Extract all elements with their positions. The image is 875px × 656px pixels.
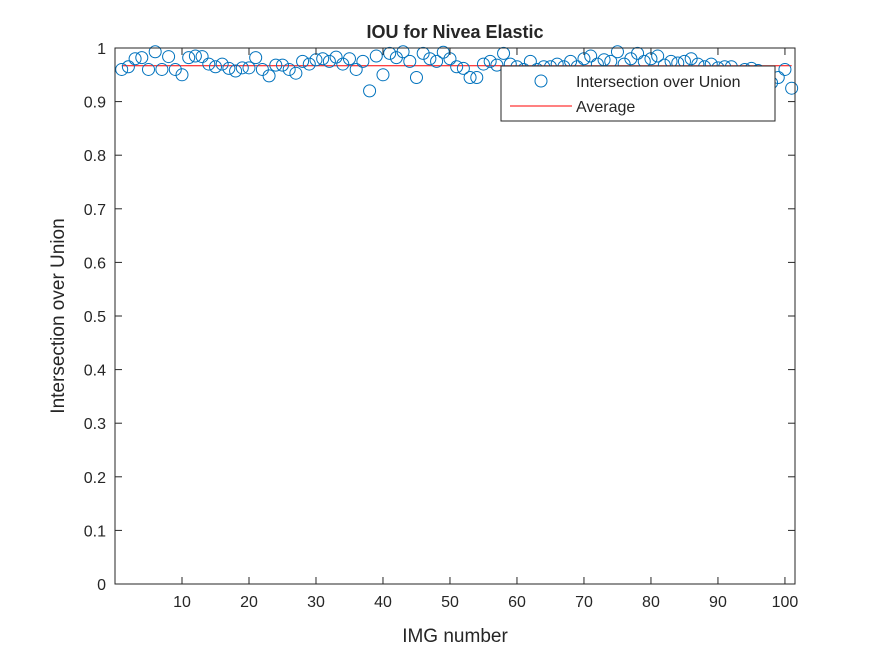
x-tick-label: 10	[173, 594, 191, 611]
tick-labels: 10 20 30 40 50 60 70 80 90 100 0 0.1 0.2 0.3 0.4 0.5 0.6…	[84, 41, 799, 611]
data-point	[785, 81, 799, 95]
data-point	[208, 60, 222, 74]
data-point	[141, 62, 155, 76]
data-point	[322, 54, 336, 68]
y-tick-label: 0	[97, 577, 106, 594]
legend-box	[500, 65, 776, 122]
legend: Intersection over Union Average	[500, 65, 776, 122]
data-point	[329, 50, 343, 64]
legend-marker-iou	[534, 74, 548, 88]
x-tick-label: 60	[508, 594, 526, 611]
plot-area	[115, 48, 795, 584]
data-point	[336, 57, 350, 71]
y-axis-label: Intersection over Union	[48, 218, 69, 413]
data-point	[249, 51, 263, 65]
data-point	[778, 62, 792, 76]
data-point	[269, 58, 283, 72]
x-tick-label: 40	[374, 594, 392, 611]
data-point	[584, 49, 598, 63]
data-point	[155, 62, 169, 76]
data-point	[175, 68, 189, 82]
data-point	[316, 52, 330, 66]
data-point	[262, 69, 276, 83]
x-tick-label: 90	[709, 594, 727, 611]
y-tick-label: 0.8	[84, 148, 106, 165]
data-point	[631, 46, 645, 60]
data-point	[282, 62, 296, 76]
data-point	[356, 54, 370, 68]
chart-title: IOU for Nivea Elastic	[366, 22, 543, 42]
data-point	[610, 45, 624, 59]
data-point	[376, 68, 390, 82]
data-point	[302, 57, 316, 71]
x-tick-label: 100	[772, 594, 799, 611]
data-point	[470, 70, 484, 84]
x-tick-label: 70	[575, 594, 593, 611]
data-point	[490, 58, 504, 72]
data-point	[416, 46, 430, 60]
data-point	[483, 54, 497, 68]
data-point	[121, 60, 135, 74]
data-point	[222, 61, 236, 75]
x-axis-label: IMG number	[402, 626, 508, 647]
data-point	[651, 49, 665, 63]
data-point	[383, 46, 397, 60]
data-point	[289, 66, 303, 80]
data-point	[162, 50, 176, 64]
data-point	[396, 45, 410, 59]
x-tick-label: 80	[642, 594, 660, 611]
data-point	[296, 54, 310, 68]
y-tick-label: 1	[97, 41, 106, 58]
data-point	[423, 52, 437, 66]
data-point	[456, 61, 470, 75]
data-point	[476, 57, 490, 71]
data-point	[128, 52, 142, 66]
data-point	[168, 62, 182, 76]
data-point	[409, 70, 423, 84]
data-point	[450, 60, 464, 74]
y-tick-label: 0.1	[84, 523, 106, 540]
y-tick-label: 0.9	[84, 95, 106, 112]
data-point	[497, 46, 511, 60]
legend-label-iou: Intersection over Union	[576, 74, 741, 91]
data-point	[229, 64, 243, 78]
data-point	[342, 52, 356, 66]
y-tick-label: 0.2	[84, 470, 106, 487]
data-point	[135, 51, 149, 65]
data-point	[188, 49, 202, 63]
y-tick-label: 0.7	[84, 202, 106, 219]
data-point	[369, 49, 383, 63]
x-tick-label: 30	[307, 594, 325, 611]
data-point	[624, 52, 638, 66]
data-point	[235, 61, 249, 75]
data-point	[463, 70, 477, 84]
data-point	[684, 52, 698, 66]
y-tick-label: 0.5	[84, 309, 106, 326]
y-tick-label: 0.6	[84, 255, 106, 272]
data-point	[403, 54, 417, 68]
data-point	[430, 54, 444, 68]
data-point	[182, 51, 196, 65]
axes	[114, 47, 796, 585]
data-point	[202, 57, 216, 71]
y-tick-label: 0.3	[84, 416, 106, 433]
data-point	[275, 58, 289, 72]
legend-label-average: Average	[576, 99, 635, 116]
data-point	[363, 84, 377, 98]
data-point	[148, 45, 162, 59]
data-point	[115, 62, 129, 76]
data-point	[215, 57, 229, 71]
y-tick-label: 0.4	[84, 363, 106, 380]
data-point	[195, 50, 209, 64]
x-tick-label: 20	[240, 594, 258, 611]
x-tick-label: 50	[441, 594, 459, 611]
data-point	[349, 62, 363, 76]
data-point	[242, 61, 256, 75]
